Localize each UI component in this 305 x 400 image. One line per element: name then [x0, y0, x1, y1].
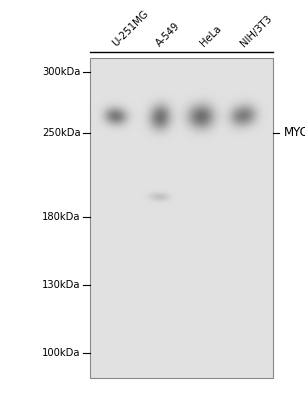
Text: 100kDa: 100kDa — [42, 348, 81, 358]
Text: U-251MG: U-251MG — [110, 9, 150, 49]
Text: 130kDa: 130kDa — [42, 280, 81, 290]
Text: 300kDa: 300kDa — [42, 67, 81, 77]
Text: 250kDa: 250kDa — [42, 128, 81, 138]
Text: A-549: A-549 — [154, 21, 182, 49]
Text: HeLa: HeLa — [198, 24, 223, 49]
Text: NIH/3T3: NIH/3T3 — [238, 14, 273, 49]
Text: 180kDa: 180kDa — [42, 212, 81, 222]
Text: MYOF: MYOF — [284, 126, 305, 139]
Bar — [90, 58, 273, 378]
